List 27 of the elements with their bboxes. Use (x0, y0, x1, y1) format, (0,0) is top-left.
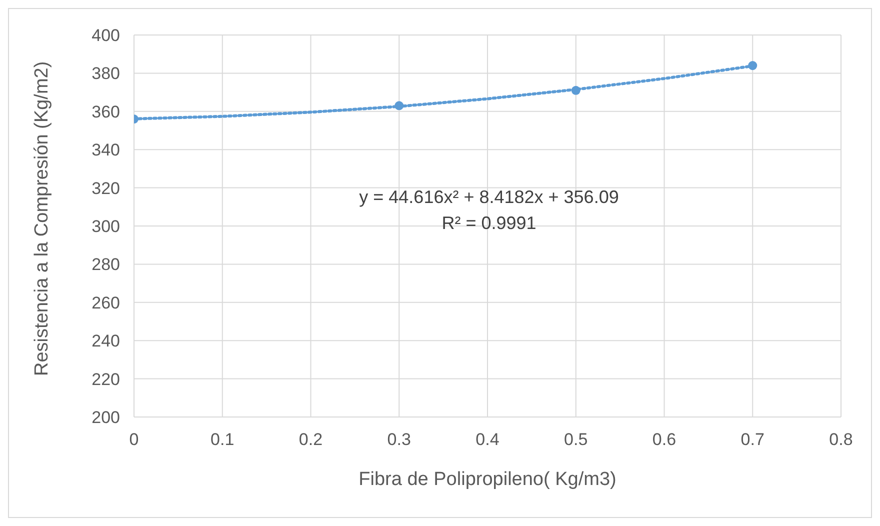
x-tick-label: 0.8 (829, 430, 853, 450)
y-tick-label: 220 (92, 370, 120, 389)
y-tick-label: 340 (92, 140, 120, 160)
point (748, 61, 758, 70)
x-tick-label: 0.2 (298, 430, 323, 450)
y-tick-label: 200 (92, 408, 120, 428)
x-tick-label: 0.1 (210, 430, 234, 450)
x-tick-label: 0.5 (564, 430, 588, 450)
annotation: y = 44.616x² + 8.4182x + 356.09 (358, 187, 620, 208)
y-tick-label: 360 (92, 102, 120, 122)
x-tick-label: 0.4 (476, 430, 500, 450)
x-axis-title: Fibra de Polipropileno( Kg/m3) (358, 469, 616, 490)
x-tick-label: 0.7 (740, 430, 764, 450)
x-tick-label: 0.6 (652, 430, 676, 450)
x-tick-label: 0 (129, 430, 139, 450)
annotation: R² = 0.9991 (440, 213, 538, 234)
y-tick-label: 300 (92, 217, 120, 236)
point (571, 86, 580, 95)
y-axis-title: Resistencia a la Compresión (Kg/m2) (32, 61, 53, 376)
y-tick-label: 320 (92, 178, 120, 198)
point (394, 101, 404, 110)
x-tick-label: 0.3 (387, 430, 411, 450)
y-tick-label: 400 (92, 26, 120, 46)
y-tick-label: 240 (92, 332, 120, 351)
y-tick-label: 280 (92, 255, 120, 274)
y-tick-label: 260 (92, 293, 120, 312)
y-tick-label: 380 (92, 64, 120, 84)
